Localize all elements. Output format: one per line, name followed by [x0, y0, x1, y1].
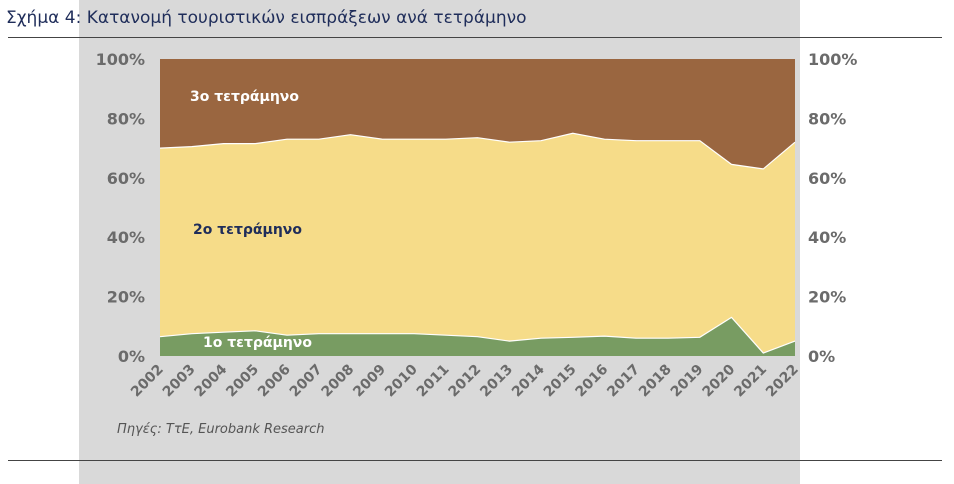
x-tick-label: 2016 [572, 362, 611, 401]
series-label-2: 2ο τετράμηνο [193, 222, 302, 238]
y-tick-right: 60% [808, 169, 846, 188]
y-tick-left: 80% [107, 109, 145, 128]
x-tick-label: 2003 [160, 362, 199, 401]
y-tick-right: 80% [808, 109, 846, 128]
x-tick-label: 2013 [477, 362, 516, 401]
y-tick-left: 100% [96, 50, 145, 69]
x-tick-label: 2022 [763, 362, 802, 401]
series-label-3: 3ο τετράμηνο [190, 89, 299, 105]
source-note: Πηγές: ΤτΕ, Eurobank Research [117, 422, 325, 437]
area-series-2 [160, 133, 795, 353]
x-tick-label: 2010 [382, 361, 421, 400]
y-tick-right: 0% [808, 347, 835, 366]
x-tick-label: 2018 [636, 362, 675, 401]
series-boundary-2 [159, 132, 796, 170]
x-tick-label: 2008 [318, 362, 357, 401]
y-tick-left: 0% [118, 347, 145, 366]
y-tick-left: 20% [107, 288, 145, 307]
x-tick-label: 2015 [541, 362, 580, 401]
x-tick-label: 2012 [445, 362, 484, 401]
area-series-3 [160, 59, 795, 169]
top-divider [8, 37, 942, 38]
figure-title: Σχήμα 4: Κατανομή τουριστικών εισπράξεων… [6, 8, 527, 28]
series-boundary-1 [159, 316, 796, 354]
x-tick-label: 2014 [509, 361, 548, 400]
y-tick-right: 20% [808, 288, 846, 307]
series-label-1: 1ο τετράμηνο [203, 335, 312, 351]
x-tick-label: 2017 [604, 362, 643, 401]
x-tick-label: 2020 [699, 361, 738, 400]
y-tick-right: 40% [808, 228, 846, 247]
x-tick-label: 2009 [350, 362, 389, 401]
x-tick-label: 2005 [223, 362, 262, 401]
x-tick-label: 2002 [128, 362, 167, 401]
x-tick-label: 2004 [191, 361, 230, 400]
y-tick-left: 40% [107, 228, 145, 247]
x-tick-label: 2007 [287, 362, 326, 401]
x-tick-label: 2006 [255, 362, 294, 401]
bottom-divider [8, 460, 942, 461]
x-tick-label: 2021 [731, 362, 770, 401]
y-tick-right: 100% [808, 50, 857, 69]
x-tick-label: 2019 [668, 362, 707, 401]
x-tick-label: 2011 [414, 362, 453, 401]
y-tick-left: 60% [107, 169, 145, 188]
